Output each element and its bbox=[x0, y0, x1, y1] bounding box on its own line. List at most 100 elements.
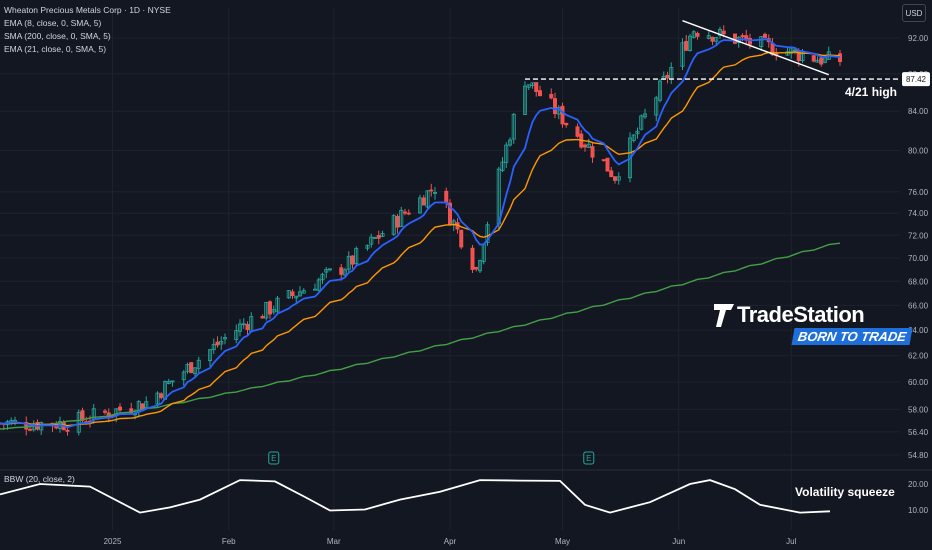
candle-body bbox=[118, 406, 123, 411]
candle bbox=[530, 82, 535, 89]
price-tick-label: 64.00 bbox=[908, 326, 929, 335]
price-tick-label: 54.80 bbox=[908, 451, 929, 460]
earnings-event-icon: E bbox=[268, 451, 280, 465]
candle-body bbox=[301, 290, 306, 294]
candle-body bbox=[207, 349, 212, 362]
time-tick-label: Jul bbox=[786, 537, 796, 546]
candle bbox=[575, 123, 580, 138]
candle bbox=[549, 88, 554, 100]
candle-body bbox=[785, 51, 790, 56]
candle-body bbox=[553, 98, 558, 115]
candle-body bbox=[425, 190, 430, 208]
candle bbox=[166, 378, 171, 385]
candle bbox=[129, 402, 134, 415]
candle-body bbox=[819, 57, 824, 65]
price-tick-label: 56.40 bbox=[908, 428, 929, 437]
candle bbox=[691, 30, 696, 39]
trendline bbox=[682, 20, 829, 76]
candle-body bbox=[815, 59, 820, 63]
candle-body bbox=[144, 401, 149, 409]
candle bbox=[327, 268, 332, 272]
candle bbox=[710, 36, 715, 46]
candle-body bbox=[27, 428, 32, 431]
candle bbox=[759, 35, 764, 51]
candle-body bbox=[530, 82, 535, 86]
candle bbox=[688, 33, 693, 52]
candle-body bbox=[601, 159, 606, 161]
logo-brand: TradeStation bbox=[737, 302, 865, 327]
candle-body bbox=[710, 36, 715, 42]
candle bbox=[744, 29, 749, 45]
candle bbox=[290, 289, 295, 299]
candle-body bbox=[688, 35, 693, 51]
price-tick-label: 92.00 bbox=[908, 34, 929, 43]
candle-body bbox=[635, 130, 640, 135]
candle-body bbox=[485, 224, 490, 243]
time-tick-label: May bbox=[555, 537, 570, 546]
candle-body bbox=[406, 212, 411, 215]
candle bbox=[354, 246, 359, 266]
candle bbox=[316, 277, 321, 292]
candle-body bbox=[590, 146, 595, 158]
bbw-tick-label: 10.00 bbox=[908, 506, 929, 515]
candle-body bbox=[264, 302, 269, 319]
candle bbox=[241, 318, 246, 329]
candle-body bbox=[342, 269, 347, 276]
candle bbox=[181, 369, 186, 386]
candle-body bbox=[369, 236, 374, 245]
candle-body bbox=[215, 341, 220, 346]
ema21-legend: EMA (21, close, 0, SMA, 5) bbox=[4, 44, 107, 54]
candle bbox=[665, 71, 670, 84]
candle bbox=[350, 255, 355, 269]
candle-body bbox=[417, 197, 422, 214]
price-tick-label: 76.00 bbox=[908, 188, 929, 197]
currency-button[interactable]: USD bbox=[902, 4, 926, 22]
candle bbox=[511, 112, 516, 144]
candle bbox=[616, 172, 621, 185]
candle-body bbox=[718, 28, 723, 36]
ema8-line bbox=[0, 38, 841, 429]
candle bbox=[9, 417, 14, 426]
price-tick-label: 68.00 bbox=[908, 277, 929, 286]
candle-body bbox=[170, 380, 175, 383]
earnings-event-icon: E bbox=[583, 451, 595, 465]
logo-tagline: BORN TO TRADE bbox=[791, 328, 913, 345]
candle-body bbox=[350, 255, 355, 265]
candle bbox=[402, 208, 407, 216]
earnings-box bbox=[583, 451, 595, 465]
candle bbox=[785, 47, 790, 56]
candle bbox=[215, 336, 220, 348]
candle bbox=[260, 314, 265, 319]
candle-body bbox=[549, 93, 554, 99]
candle bbox=[583, 143, 588, 152]
candle bbox=[815, 56, 820, 63]
candle-body bbox=[444, 190, 449, 203]
candle-body bbox=[613, 176, 618, 181]
candle bbox=[507, 137, 512, 147]
candle bbox=[635, 127, 640, 139]
candle bbox=[714, 37, 719, 46]
time-tick-label: Mar bbox=[327, 537, 341, 546]
candle bbox=[556, 105, 561, 120]
candle-body bbox=[706, 35, 711, 39]
candle bbox=[207, 348, 212, 367]
candle bbox=[631, 134, 636, 143]
candle-body bbox=[219, 340, 224, 345]
candle bbox=[324, 266, 329, 279]
candle bbox=[249, 312, 254, 333]
candle bbox=[680, 38, 685, 71]
candle-body bbox=[658, 80, 663, 101]
candle bbox=[481, 243, 486, 265]
candle bbox=[526, 84, 531, 91]
candle bbox=[504, 142, 509, 169]
candle-body bbox=[234, 330, 239, 341]
candle-body bbox=[733, 33, 738, 44]
candle bbox=[564, 122, 569, 128]
candle-body bbox=[365, 244, 370, 249]
candle bbox=[294, 295, 299, 303]
candle bbox=[264, 302, 269, 321]
candle-body bbox=[402, 211, 407, 214]
candle bbox=[211, 338, 216, 355]
candle-body bbox=[605, 157, 610, 172]
